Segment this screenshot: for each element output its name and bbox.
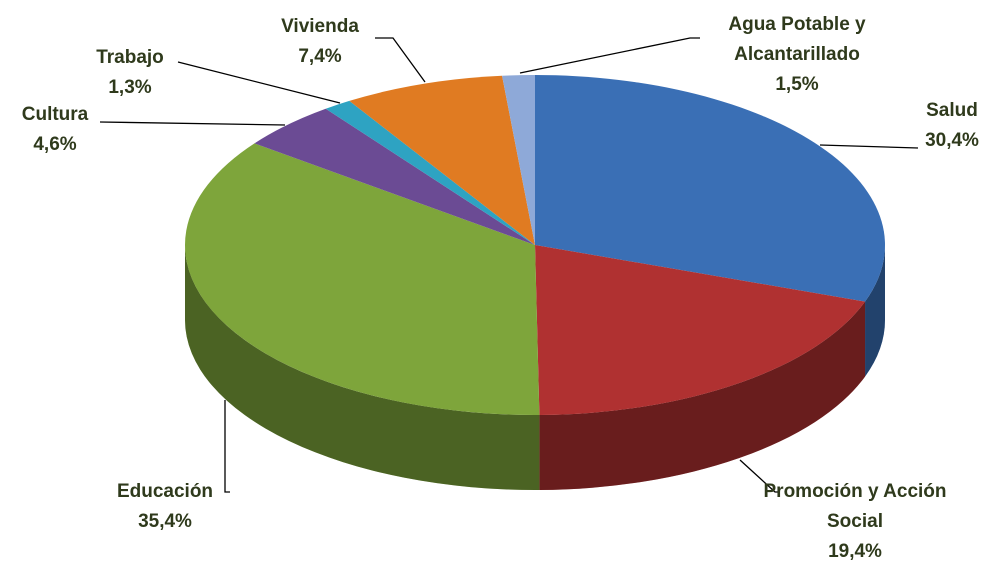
leader-line — [375, 37, 426, 83]
slice-side — [539, 301, 866, 490]
slice-label: Vivienda 7,4% — [270, 12, 370, 72]
value-label: 7,4% — [298, 46, 342, 67]
slice-side-shade — [539, 301, 866, 490]
category-label: Educación — [116, 481, 214, 502]
leader-line — [224, 400, 230, 493]
slice-label: Promoción y Acción Social 19,4% — [760, 477, 950, 567]
slice-label: Educación 35,4% — [95, 477, 235, 537]
value-label: 4,6% — [33, 134, 77, 155]
leader-line — [177, 61, 341, 104]
category-label: Agua Potable y Alcantarillado — [728, 14, 866, 65]
slice-label: Agua Potable y Alcantarillado 1,5% — [697, 10, 897, 100]
slice-label: Trabajo 1,3% — [80, 43, 180, 103]
slice-side-shade — [865, 245, 885, 377]
value-label: 30,4% — [925, 130, 979, 151]
category-label: Trabajo — [96, 47, 164, 68]
slice-side-shade — [185, 245, 540, 490]
slice — [502, 75, 535, 245]
slice — [325, 100, 535, 246]
slice-side — [865, 245, 885, 377]
slice — [254, 108, 536, 245]
category-label: Salud — [926, 100, 978, 121]
slice-side — [185, 245, 540, 490]
slice — [349, 75, 535, 246]
leader-line — [519, 37, 700, 74]
value-label: 35,4% — [138, 511, 192, 532]
slice-label: Cultura 4,6% — [5, 100, 105, 160]
value-label: 1,3% — [108, 77, 152, 98]
leader-line — [739, 459, 780, 493]
value-label: 1,5% — [775, 74, 819, 95]
leader-line — [819, 144, 919, 149]
value-label: 19,4% — [828, 541, 882, 562]
category-label: Promoción y Acción Social — [763, 481, 947, 532]
category-label: Cultura — [21, 104, 89, 125]
slice — [535, 245, 866, 415]
slice — [184, 143, 540, 416]
slice — [535, 75, 885, 302]
leader-line — [99, 121, 286, 126]
slice-label: Salud 30,4% — [902, 96, 994, 156]
category-label: Vivienda — [281, 16, 359, 37]
